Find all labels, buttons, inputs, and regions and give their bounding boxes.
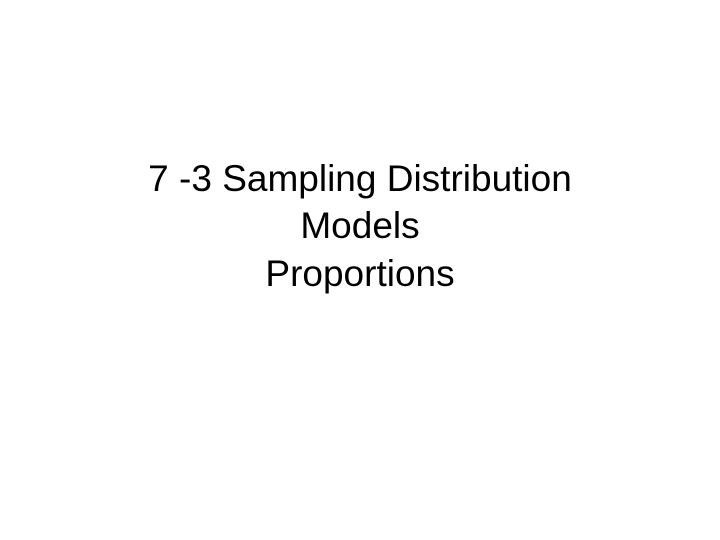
title-line-1: 7 -3 Sampling Distribution (0, 155, 720, 202)
title-line-2: Models (0, 202, 720, 249)
slide-title-block: 7 -3 Sampling Distribution Models Propor… (0, 155, 720, 297)
title-line-3: Proportions (0, 250, 720, 297)
